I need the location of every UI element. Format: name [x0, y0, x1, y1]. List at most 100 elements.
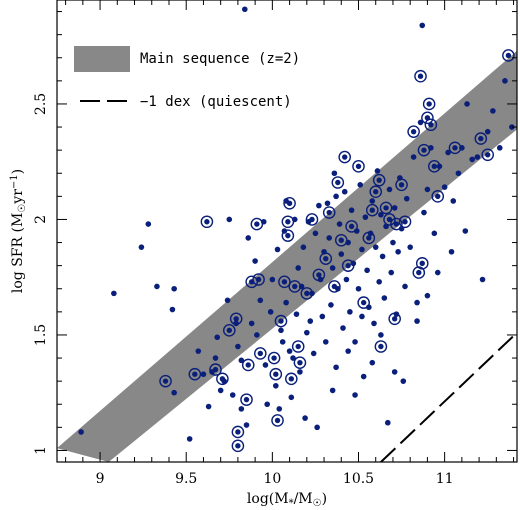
ringed-data-point	[474, 132, 488, 145]
data-point	[295, 265, 301, 271]
ringed-data-point	[283, 196, 296, 210]
data-point	[359, 246, 365, 253]
data-point	[154, 283, 160, 290]
data-point	[226, 216, 233, 223]
ringed-data-point	[369, 185, 383, 199]
ringed-data-point	[229, 312, 243, 326]
data-point	[235, 343, 241, 350]
data-point	[195, 348, 202, 354]
data-point	[445, 149, 451, 156]
ringed-data-point	[281, 229, 295, 242]
data-point	[145, 221, 152, 227]
data-point	[326, 235, 333, 241]
y-tick-label: 1.5	[33, 324, 49, 346]
data-point	[314, 424, 320, 431]
ringed-data-point	[305, 213, 319, 226]
ringed-data-point	[231, 425, 245, 439]
data-point	[462, 228, 469, 234]
ringed-data-point	[345, 220, 358, 233]
data-point	[374, 168, 381, 174]
x-tick-label: 9	[96, 471, 105, 487]
data-point	[490, 108, 496, 114]
data-point	[336, 221, 343, 227]
data-point	[274, 246, 281, 253]
data-point	[300, 244, 307, 250]
data-point	[297, 369, 303, 375]
data-point	[371, 320, 377, 327]
ringed-data-point	[269, 367, 283, 381]
data-point	[352, 339, 358, 345]
data-point	[424, 292, 431, 299]
ringed-data-point	[291, 340, 305, 353]
ringed-data-point	[362, 231, 376, 245]
data-point	[212, 355, 219, 361]
ringed-data-point	[431, 190, 445, 203]
data-point	[502, 78, 508, 84]
data-point	[304, 329, 310, 336]
data-point	[329, 265, 336, 271]
ringed-data-point	[188, 367, 202, 381]
data-points-layer	[78, 6, 515, 453]
data-point	[407, 244, 413, 250]
ringed-data-point	[379, 201, 393, 215]
data-point	[319, 313, 326, 320]
data-point	[474, 154, 481, 160]
ringed-data-point	[374, 340, 388, 353]
quiescent-line-layer	[380, 331, 517, 462]
data-point	[288, 394, 295, 401]
ringed-data-point	[288, 280, 302, 293]
plot-frame	[56, 0, 518, 463]
legend-band-swatch	[74, 46, 130, 72]
data-point	[414, 318, 420, 324]
data-point	[509, 124, 515, 130]
data-point	[424, 186, 431, 193]
legend: Main sequence (z=2) −1 dex (quiescent)	[74, 46, 300, 110]
ringed-data-point	[421, 111, 434, 125]
data-point	[171, 285, 177, 292]
ringed-data-point	[241, 358, 255, 372]
ringed-data-point	[448, 141, 462, 155]
data-point	[381, 295, 388, 301]
ringed-data-point	[341, 259, 355, 272]
data-point	[257, 297, 264, 304]
data-point	[402, 283, 408, 290]
data-point	[224, 297, 231, 304]
ringed-data-point	[407, 125, 420, 138]
data-point	[403, 195, 410, 202]
ringed-data-point	[300, 287, 314, 300]
data-point	[171, 389, 177, 396]
data-point	[455, 170, 462, 177]
data-point	[331, 170, 338, 177]
data-point	[357, 182, 364, 188]
data-point	[434, 269, 441, 276]
data-point	[386, 186, 393, 193]
ringed-data-point	[338, 150, 352, 164]
data-point	[414, 299, 420, 306]
ringed-data-point	[285, 372, 298, 386]
data-point	[169, 306, 176, 313]
data-point	[340, 325, 346, 331]
data-point	[369, 359, 376, 366]
data-point	[273, 382, 279, 389]
data-point	[267, 309, 274, 315]
data-point	[369, 198, 376, 204]
data-point	[378, 212, 384, 218]
data-point	[310, 350, 317, 357]
data-point	[484, 128, 491, 135]
data-point	[217, 387, 224, 394]
data-point	[214, 334, 221, 341]
data-point	[333, 193, 339, 200]
data-point	[111, 290, 117, 297]
ringed-data-point	[352, 160, 365, 173]
ringed-data-point	[422, 97, 436, 111]
ringed-data-point	[398, 215, 412, 229]
ringed-data-point	[222, 324, 236, 337]
ringed-data-point	[312, 268, 326, 282]
data-point	[379, 253, 386, 260]
data-point	[264, 401, 270, 408]
data-point	[421, 209, 427, 216]
ringed-data-point	[388, 312, 401, 326]
data-point	[138, 244, 145, 250]
data-point	[238, 357, 245, 364]
